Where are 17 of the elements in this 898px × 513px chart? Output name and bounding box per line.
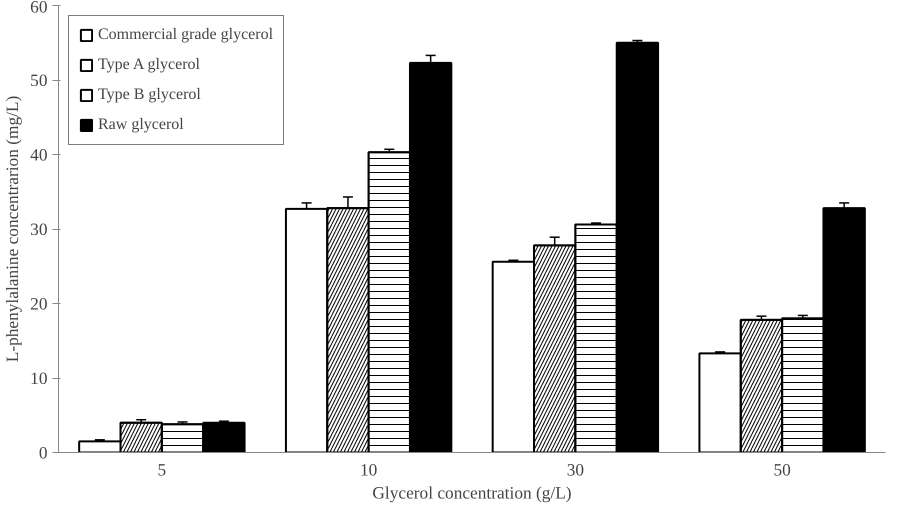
legend-label: Type A glycerol <box>98 56 200 74</box>
x-axis-title: Glycerol concentration (g/L) <box>372 484 572 502</box>
y-tick-label: 50 <box>30 71 48 90</box>
y-axis-title: L-phenylalanine concentrarion (mg/L) <box>3 95 22 362</box>
legend-label: Type B glycerol <box>98 86 201 104</box>
y-tick-label: 20 <box>30 294 48 314</box>
x-tick-label: 5 <box>158 460 166 480</box>
y-tick-label: 0 <box>38 444 48 462</box>
x-tick-label: 30 <box>566 460 584 480</box>
x-tick-label: 10 <box>360 460 378 480</box>
y-tick-label: 10 <box>30 369 48 388</box>
y-tick-label: 40 <box>30 146 48 164</box>
y-tick-label: 60 <box>30 0 48 16</box>
legend-label: Commercial grade glycerol <box>98 26 274 44</box>
x-tick-label: 50 <box>773 460 791 480</box>
legend-label: Raw glycerol <box>98 116 184 134</box>
y-tick-label: 30 <box>30 220 48 239</box>
